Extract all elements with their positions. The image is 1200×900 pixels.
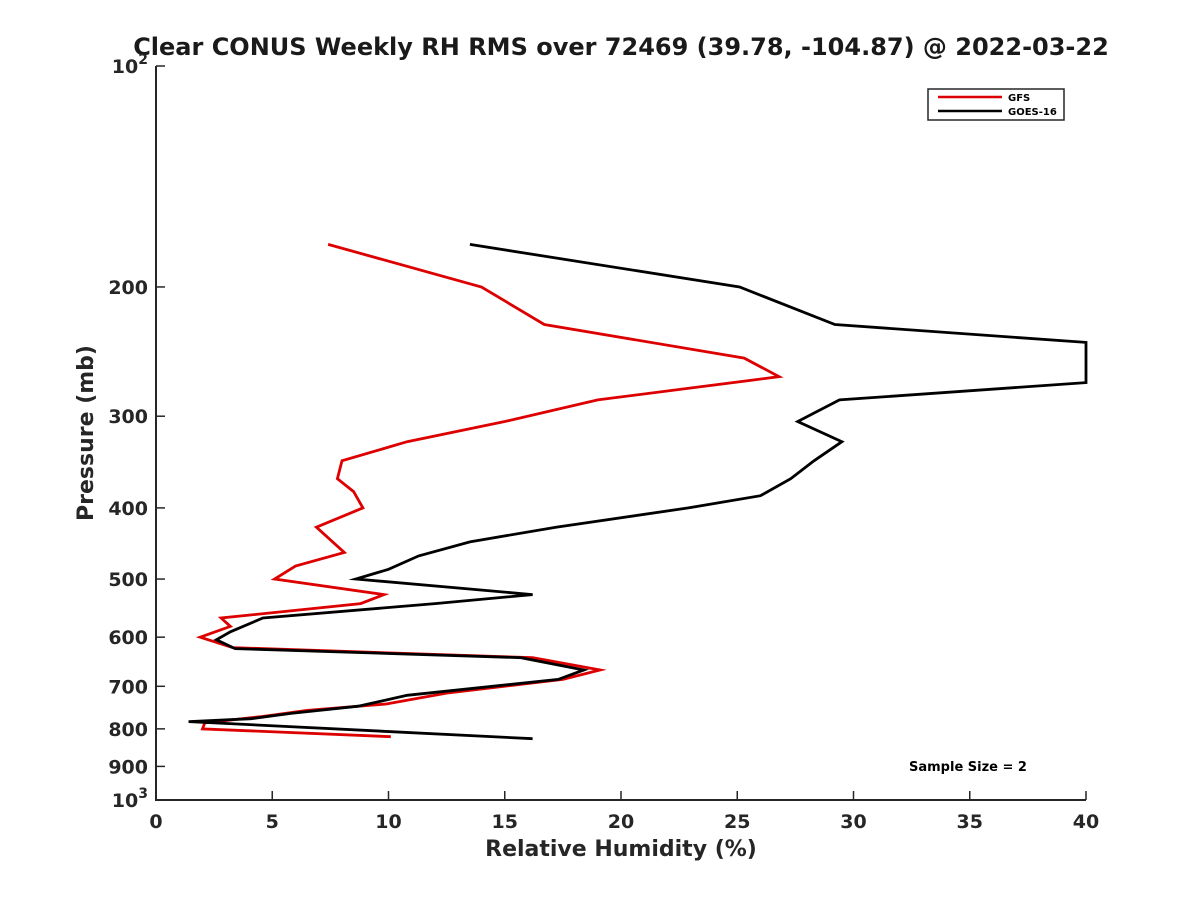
x-tick-label-15: 15 <box>492 811 518 833</box>
legend-box <box>927 88 1065 121</box>
y-tick-label-900: 900 <box>108 756 148 778</box>
y-tick-label-100: 102 <box>112 52 148 78</box>
y-axis-ticks: 102 200 300 400 500 600 700 800 900 103 <box>108 52 165 812</box>
x-axis-label: Relative Humidity (%) <box>485 837 757 862</box>
x-tick-label-40: 40 <box>1073 811 1099 833</box>
legend-label-gfs: GFS <box>1008 93 1030 104</box>
series-line-goes16 <box>188 243 1088 741</box>
y-tick-label-500: 500 <box>108 569 148 591</box>
legend-label-goes16: GOES-16 <box>1008 107 1057 118</box>
y-tick-label-1000: 103 <box>112 786 148 812</box>
sample-size-annotation: Sample Size = 2 <box>909 760 1027 775</box>
x-tick-label-10: 10 <box>375 811 401 833</box>
y-axis-label: Pressure (mb) <box>74 345 99 521</box>
y-tick-label-400: 400 <box>108 498 148 520</box>
series-line-gfs <box>195 243 784 739</box>
x-tick-label-0: 0 <box>149 811 162 833</box>
legend: GFS GOES-16 <box>927 88 1065 121</box>
y-tick-label-200: 200 <box>108 277 148 299</box>
y-tick-label-700: 700 <box>108 676 148 698</box>
series-layer <box>188 243 1088 741</box>
x-tick-label-5: 5 <box>266 811 279 833</box>
x-tick-label-35: 35 <box>957 811 983 833</box>
x-tick-label-25: 25 <box>724 811 750 833</box>
x-tick-label-20: 20 <box>608 811 634 833</box>
y-tick-label-300: 300 <box>108 406 148 428</box>
x-axis-ticks: 0 5 10 15 20 25 30 35 40 <box>149 791 1099 833</box>
chart-title: Clear CONUS Weekly RH RMS over 72469 (39… <box>133 33 1109 61</box>
x-tick-label-30: 30 <box>840 811 866 833</box>
y-tick-label-800: 800 <box>108 719 148 741</box>
y-tick-label-600: 600 <box>108 627 148 649</box>
